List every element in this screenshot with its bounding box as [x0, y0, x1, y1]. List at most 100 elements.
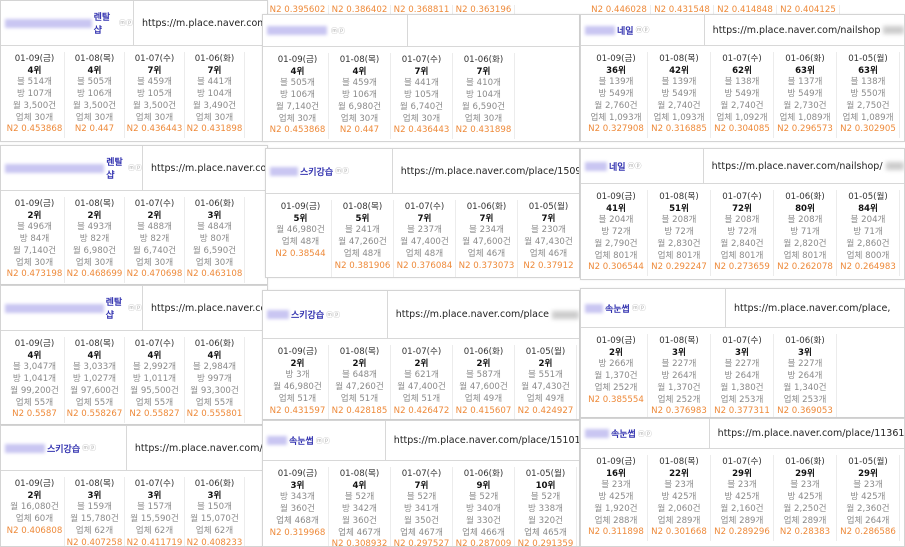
- day-stat: 월 6,590건: [461, 101, 506, 112]
- place-url[interactable]: https://m.place.naver.com/plac: [134, 442, 267, 454]
- day-rank: 7위: [479, 213, 494, 224]
- place-name[interactable]: 렌탈샵: [93, 13, 111, 36]
- day-stat: 블 157개: [137, 502, 172, 513]
- n2-score: N2 0.386402: [329, 5, 391, 15]
- day-date: 01-07(수): [401, 55, 442, 65]
- place-name-cell[interactable]: ⓜⓟ: [263, 15, 408, 46]
- n2-strip: N2 0.395602 N2 0.386402 N2 0.368811 N2 0.36…: [262, 0, 515, 15]
- day-date: 01-06(화): [463, 347, 504, 357]
- place-name[interactable]: 속눈썹: [611, 430, 636, 440]
- place-name-cell[interactable]: 네일 ⓜⓟ: [581, 15, 705, 45]
- day-stat: 블 23개: [790, 480, 820, 491]
- place-url-cell[interactable]: https://m.place.naver.com/plac: [143, 146, 267, 190]
- place-name-cell[interactable]: 속눈썹 ⓜⓟ: [263, 421, 386, 460]
- day-stat: 월 3,490건: [192, 100, 237, 111]
- place-url[interactable]: https://m.place.naver.com/place/11361432…: [717, 428, 904, 439]
- place-name[interactable]: 속눈썹: [605, 304, 630, 315]
- place-name-cell[interactable]: 속눈썹 ⓜⓟ: [581, 289, 726, 327]
- day-stat: 블 410개: [466, 78, 501, 89]
- day-rank: 29위: [858, 468, 878, 479]
- place-name-cell[interactable]: 네일 ⓜⓟ: [581, 149, 704, 183]
- place-url-cell[interactable]: [408, 15, 416, 46]
- place-url-cell[interactable]: https://m.place.naver.com/nailshop/: [704, 149, 904, 183]
- place-url[interactable]: https://m.place.naver.com/nailshop: [712, 24, 881, 36]
- n2-score: N2 0.407258: [66, 537, 123, 547]
- day-date: 01-08(목): [339, 469, 380, 479]
- place-name-cell[interactable]: 렌탈샵 ⓜⓟ: [1, 1, 134, 45]
- day-stat: 블 52개: [344, 492, 375, 503]
- place-name-cell[interactable]: 스키강습 ⓜⓟ: [263, 291, 388, 338]
- daily-rank-row: 01-09(금) 5위 월 46,980건 업체 48개 N2 0.38544 01-08…: [266, 200, 579, 277]
- place-url-cell[interactable]: https://m.place.naver.com/nailshop: [705, 15, 904, 45]
- rank-panel: 스키강습 ⓜⓟ https://m.place.naver.com/place 01-…: [262, 290, 580, 420]
- day-date: 01-07(수): [722, 336, 762, 346]
- day-cell: 01-05(월) 63위 블 138개 방 550개 월 2,750건 업체 1,089개…: [837, 52, 900, 138]
- day-stat: 방 341개: [404, 504, 439, 515]
- place-name[interactable]: 렌탈샵: [106, 158, 123, 181]
- n2-score: N2 0.301668: [651, 527, 707, 538]
- map-place-badge-icon: ⓜⓟ: [631, 304, 646, 312]
- day-stat: 월 6,740건: [132, 245, 177, 256]
- place-url-cell[interactable]: https://m.place.naver.com/place/15101826…: [386, 421, 579, 460]
- place-name[interactable]: 렌탈샵: [105, 298, 123, 321]
- day-date: 01-08(목): [339, 347, 380, 357]
- day-cell: 01-09(금) 2위 블 496개 방 84개 월 7,140건 업체 30개 N2 0.…: [5, 197, 65, 283]
- place-url-cell[interactable]: https://m.place.naver.com/place,: [726, 289, 890, 327]
- place-name-cell[interactable]: 스키강습 ⓜⓟ: [266, 149, 393, 193]
- day-stat: 블 459개: [137, 77, 172, 88]
- place-url-cell[interactable]: https://m.place.naver.com/place/15096251: [393, 149, 579, 193]
- place-name-cell[interactable]: 속눈썹 ⓜⓟ: [581, 419, 710, 448]
- place-url-cell[interactable]: https://m.place.naver.com/p: [134, 1, 267, 45]
- place-name-cell[interactable]: 렌탈샵 ⓜⓟ: [1, 146, 143, 190]
- place-name[interactable]: 네일: [617, 26, 634, 37]
- day-rank: 10위: [535, 480, 556, 491]
- day-date: 01-09(금): [14, 339, 55, 349]
- place-url-cell[interactable]: https://m.place.naver.com/place: [388, 291, 579, 338]
- day-stat: 월 3,500건: [12, 100, 57, 111]
- day-rank: 41위: [606, 203, 626, 214]
- place-name[interactable]: 스키강습: [300, 167, 334, 178]
- place-url-cell[interactable]: https://m.place.naver.com/place/11361432…: [710, 419, 904, 448]
- day-rank: 42위: [669, 65, 689, 76]
- day-cell: 01-07(수) 7위 블 441개 방 105개 월 6,740건 업체 30개 N2 0…: [391, 53, 453, 139]
- place-name[interactable]: 스키강습: [291, 311, 325, 321]
- place-url[interactable]: https://m.place.naver.com/place,: [734, 302, 891, 314]
- day-stat: 블 139개: [661, 77, 697, 88]
- day-cell: 01-09(금) 5위 월 46,980건 업체 48개 N2 0.38544: [270, 200, 332, 277]
- place-url[interactable]: https://m.place.naver.com/nailshop/: [711, 160, 883, 172]
- day-stat: 업체 48개: [343, 248, 382, 259]
- day-stat: 방 425개: [724, 492, 760, 503]
- day-date: 01-06(화): [463, 55, 504, 65]
- map-place-badge-icon: ⓜⓟ: [627, 162, 642, 170]
- day-stat: 월 47,260건: [335, 382, 384, 393]
- n2-score: N2 0.286586: [840, 527, 896, 538]
- place-url[interactable]: https://m.place.naver.com/p: [142, 17, 267, 29]
- place-name-cell[interactable]: 렌탈샵 ⓜⓟ: [1, 286, 143, 330]
- place-url-cell[interactable]: https://m.place.naver.com/plac: [127, 426, 267, 470]
- n2-score: N2 0.28383: [779, 527, 831, 538]
- place-url[interactable]: https://m.place.naver.com/plac: [151, 162, 267, 174]
- day-cell: 01-06(화) 3위 블 227개 방 264개 월 1,340건 업체 253개 N2 …: [774, 334, 837, 417]
- day-stat: 방 72개: [727, 227, 757, 238]
- day-stat: 업체 801개: [657, 250, 701, 261]
- place-name[interactable]: 네일: [609, 162, 626, 173]
- day-stat: 블 514개: [17, 77, 52, 88]
- place-name-cell[interactable]: 스키강습 ⓜⓟ: [1, 426, 127, 470]
- day-rank: 2위: [290, 358, 305, 369]
- day-stat: 방 82개: [79, 234, 110, 245]
- place-url[interactable]: https://m.place.naver.com/pla: [151, 302, 267, 314]
- n2-score: N2 0.38544: [275, 248, 326, 259]
- day-date: 01-08(목): [74, 54, 115, 64]
- day-stat: 월 360건: [342, 515, 377, 526]
- day-stat: 업체 801개: [720, 250, 764, 261]
- place-name[interactable]: 속눈썹: [289, 437, 314, 447]
- day-stat: 월 1,370건: [594, 371, 638, 382]
- place-name[interactable]: 스키강습: [47, 444, 81, 455]
- place-url[interactable]: https://m.place.naver.com/place/15096251: [400, 165, 579, 177]
- place-url[interactable]: https://m.place.naver.com/place: [395, 309, 550, 320]
- day-cell: 01-09(금) 2위 월 16,080건 업체 60개 N2 0.406808: [5, 477, 65, 546]
- place-url-cell[interactable]: https://m.place.naver.com/pla: [143, 286, 267, 330]
- day-stat: 월 2,360건: [846, 503, 890, 514]
- place-url[interactable]: https://m.place.naver.com/place/15101826…: [393, 435, 579, 446]
